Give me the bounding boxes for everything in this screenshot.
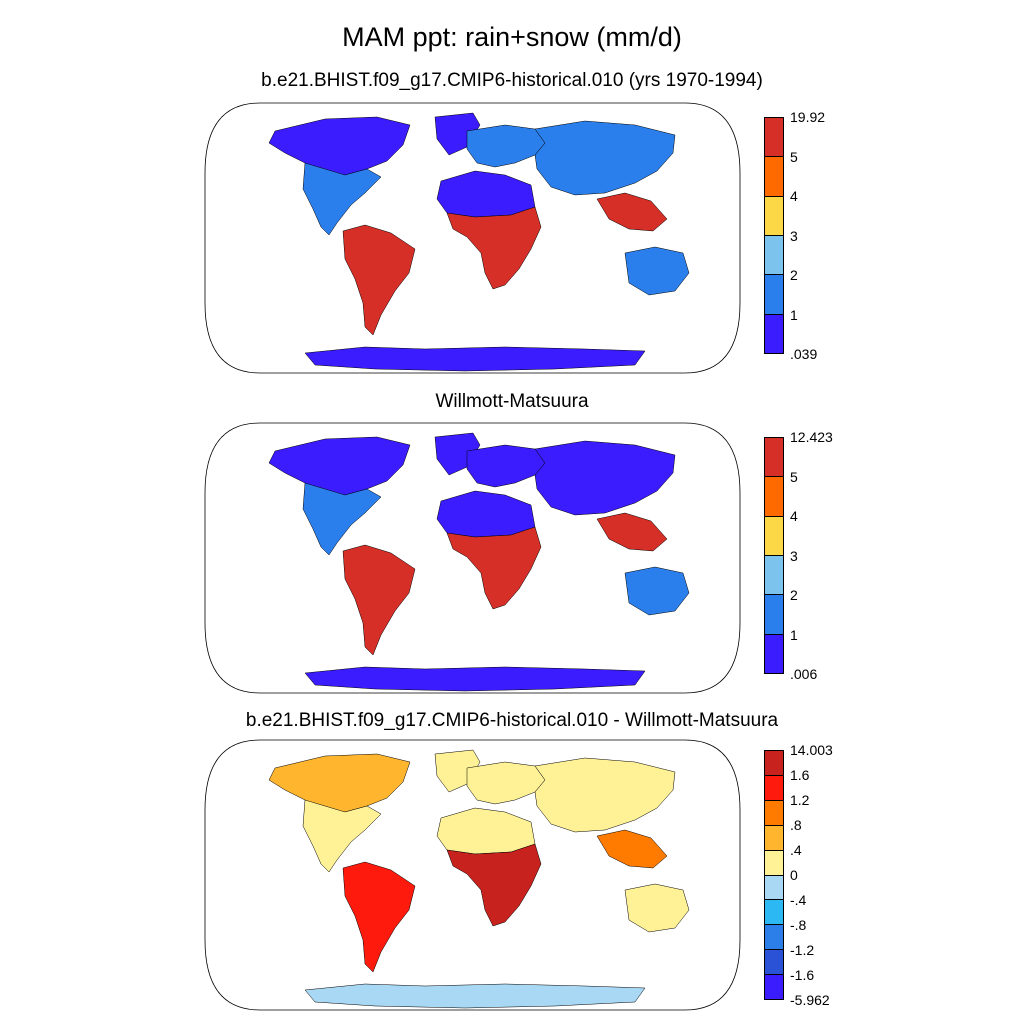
colorbar-label: .006 [790, 666, 818, 682]
land-region-asia-se [596, 829, 668, 869]
colorbar-label: 1 [790, 626, 798, 643]
colorbar-label: -5.962 [790, 992, 830, 1008]
colorbar-label: 14.003 [790, 742, 833, 758]
colorbar-swatch [765, 595, 783, 635]
panel3-title: b.e21.BHIST.f09_g17.CMIP6-historical.010… [245, 710, 779, 731]
colorbar-label: 4 [790, 188, 798, 204]
land-region-na-south [302, 162, 382, 236]
panel2-colorbar [764, 437, 784, 674]
land-region-europe [466, 444, 546, 488]
colorbar-swatch [765, 275, 783, 315]
land-region-australia [624, 246, 690, 296]
colorbar-label: 4 [790, 508, 798, 524]
colorbar-label: .4 [790, 842, 802, 858]
land-region-europe [466, 761, 546, 805]
panel2-map [204, 422, 741, 694]
colorbar-swatch [765, 314, 783, 353]
colorbar-label: -.8 [790, 917, 807, 933]
colorbar-swatch [765, 875, 783, 901]
main-title: MAM ppt: rain+snow (mm/d) [342, 22, 682, 52]
land-region-asia [534, 120, 676, 196]
colorbar-label: 12.423 [790, 429, 833, 445]
colorbar-swatch [765, 118, 783, 158]
colorbar-label: 19.92 [790, 109, 826, 125]
land-region-antarctica [304, 346, 646, 372]
colorbar-label: 1.2 [790, 792, 810, 808]
colorbar-swatch [765, 975, 783, 1000]
colorbar-swatch [765, 235, 783, 276]
colorbar-swatch [765, 775, 783, 801]
land-region-africa-central [446, 206, 542, 290]
colorbar-swatch [765, 751, 783, 776]
panel3-colorbar [764, 750, 784, 1000]
colorbar-swatch [765, 950, 783, 976]
colorbar-swatch [765, 634, 783, 673]
colorbar-swatch [765, 196, 783, 236]
land-region-africa-central [446, 843, 542, 927]
land-region-antarctica [304, 666, 646, 692]
panel1-colorbar [764, 117, 784, 354]
panel1-title: b.e21.BHIST.f09_g17.CMIP6-historical.010… [261, 70, 763, 91]
land-region-australia [624, 566, 690, 616]
colorbar-swatch [765, 800, 783, 826]
land-region-sa [342, 544, 416, 656]
colorbar-label: -1.2 [790, 942, 815, 958]
colorbar-label: .8 [790, 817, 802, 833]
land-region-antarctica [304, 983, 646, 1009]
colorbar-label: -1.6 [790, 967, 815, 983]
colorbar-swatch [765, 900, 783, 926]
colorbar-swatch [765, 516, 783, 556]
land-region-africa-central [446, 526, 542, 610]
land-region-sa [342, 224, 416, 336]
colorbar-swatch [765, 825, 783, 851]
colorbar-label: -.4 [790, 892, 807, 908]
colorbar-swatch [765, 555, 783, 596]
land-region-asia-se [596, 512, 668, 552]
colorbar-label: 3 [790, 547, 798, 564]
land-region-asia [534, 440, 676, 516]
colorbar-swatch [765, 438, 783, 478]
colorbar-swatch [765, 850, 783, 876]
land-region-na-south [302, 799, 382, 873]
land-region-australia [624, 883, 690, 933]
colorbar-label: 5 [790, 148, 798, 165]
colorbar-label: .039 [790, 346, 818, 362]
panel1-map [204, 102, 741, 374]
colorbar-label: 1.6 [790, 767, 810, 783]
colorbar-swatch [765, 157, 783, 197]
land-region-sa [342, 861, 416, 973]
land-region-na-south [302, 482, 382, 556]
colorbar-label: 2 [790, 587, 798, 603]
panel3-map [204, 739, 741, 1011]
colorbar-label: 0 [790, 867, 798, 883]
colorbar-swatch [765, 477, 783, 517]
colorbar-label: 5 [790, 468, 798, 485]
panel2-title: Willmott-Matsuura [435, 391, 589, 412]
land-region-asia [534, 757, 676, 833]
land-region-asia-se [596, 192, 668, 232]
colorbar-label: 3 [790, 227, 798, 244]
colorbar-label: 1 [790, 306, 798, 323]
colorbar-label: 2 [790, 267, 798, 283]
land-region-europe [466, 124, 546, 168]
colorbar-swatch [765, 925, 783, 951]
